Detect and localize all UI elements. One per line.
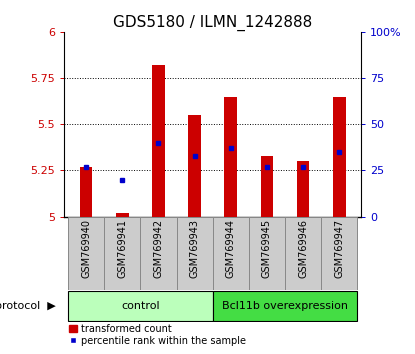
Text: GSM769940: GSM769940 bbox=[81, 219, 91, 278]
Bar bbox=[188, 115, 201, 217]
Text: GSM769941: GSM769941 bbox=[117, 219, 127, 278]
Text: control: control bbox=[121, 301, 160, 311]
Bar bbox=[261, 156, 273, 217]
Bar bbox=[68, 291, 213, 321]
Text: GSM769943: GSM769943 bbox=[190, 219, 200, 278]
Title: GDS5180 / ILMN_1242888: GDS5180 / ILMN_1242888 bbox=[113, 14, 312, 30]
Bar bbox=[249, 217, 285, 290]
Bar bbox=[176, 217, 213, 290]
Bar bbox=[152, 65, 165, 217]
Bar bbox=[80, 167, 93, 217]
Text: GSM769942: GSM769942 bbox=[154, 219, 164, 278]
Text: Bcl11b overexpression: Bcl11b overexpression bbox=[222, 301, 348, 311]
Bar bbox=[116, 213, 129, 217]
Text: GSM769947: GSM769947 bbox=[334, 219, 344, 278]
Bar bbox=[285, 217, 321, 290]
Bar bbox=[104, 217, 140, 290]
Bar bbox=[68, 217, 104, 290]
Text: protocol  ▶: protocol ▶ bbox=[0, 301, 56, 311]
Bar bbox=[225, 97, 237, 217]
Bar bbox=[213, 291, 357, 321]
Bar bbox=[321, 217, 357, 290]
Legend: transformed count, percentile rank within the sample: transformed count, percentile rank withi… bbox=[69, 324, 246, 346]
Bar bbox=[213, 217, 249, 290]
Text: GSM769944: GSM769944 bbox=[226, 219, 236, 278]
Bar bbox=[297, 161, 310, 217]
Text: GSM769945: GSM769945 bbox=[262, 219, 272, 278]
Text: GSM769946: GSM769946 bbox=[298, 219, 308, 278]
Bar bbox=[140, 217, 176, 290]
Bar bbox=[333, 97, 346, 217]
